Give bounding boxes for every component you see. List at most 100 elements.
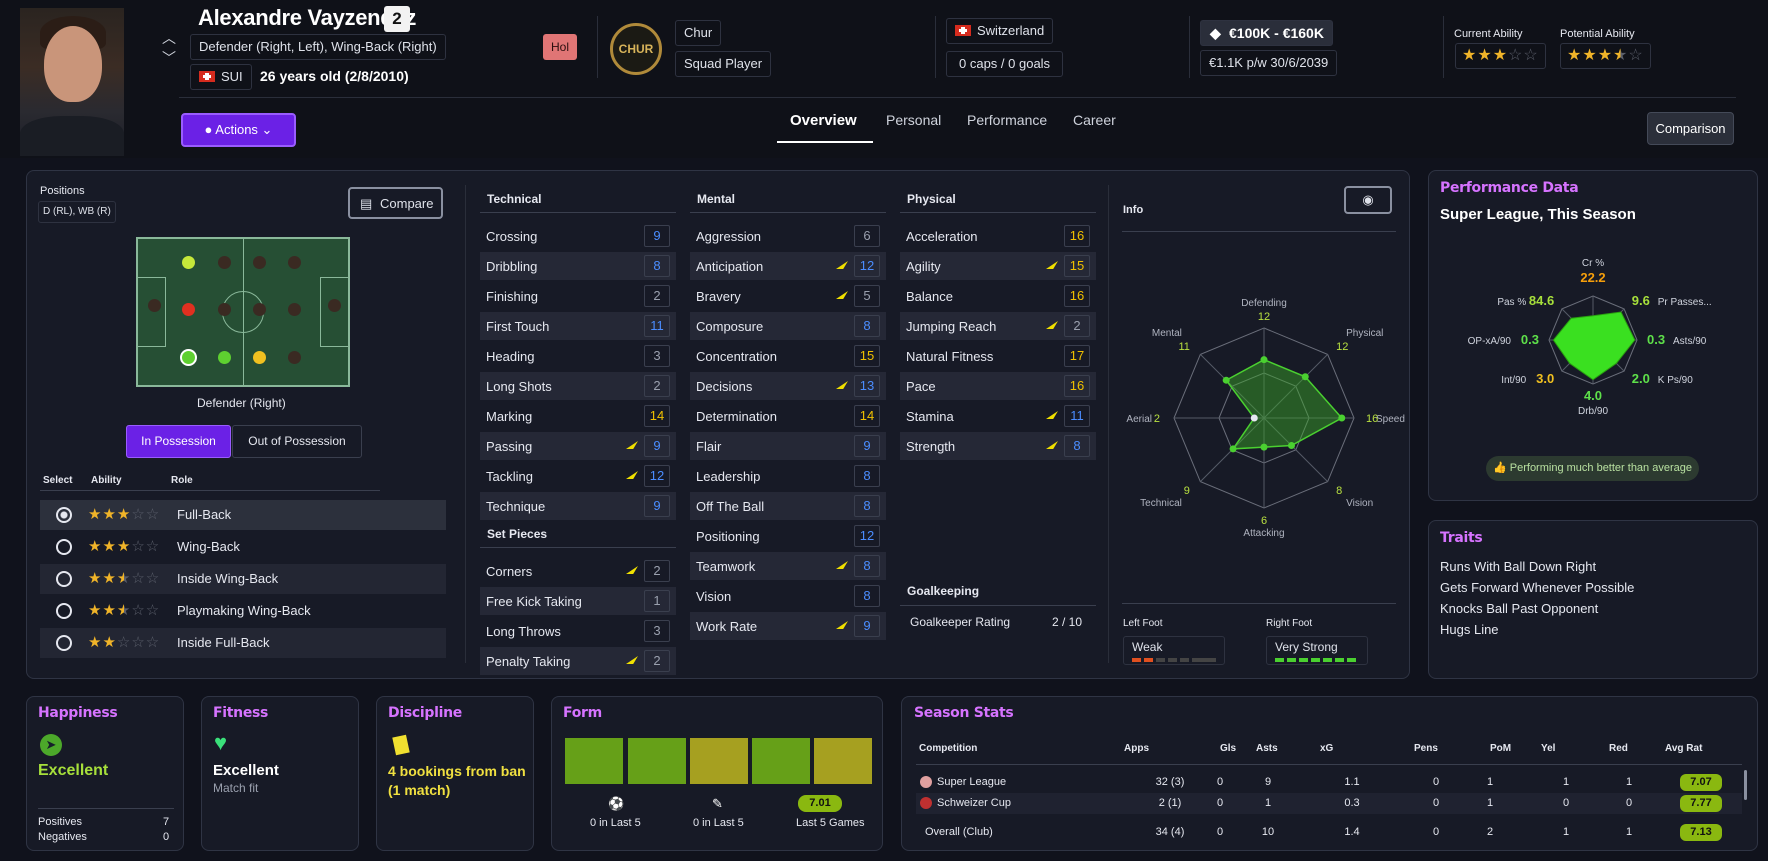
season-row[interactable] <box>916 793 1742 814</box>
club-badge[interactable]: CHUR <box>610 23 662 75</box>
attribute-row[interactable]: Decisions 13 <box>690 372 886 400</box>
attribute-row[interactable]: First Touch 11 <box>480 312 676 340</box>
attribute-row[interactable]: Tackling 12 <box>480 462 676 490</box>
attribute-row[interactable]: Marking 14 <box>480 402 676 430</box>
role-row[interactable]: ★★☆☆☆ Inside Full-Back <box>40 628 446 658</box>
season-col-header[interactable]: Red <box>1609 743 1628 754</box>
attribute-row[interactable]: Penalty Taking 2 <box>480 647 676 675</box>
season-col-header[interactable]: Pens <box>1414 743 1438 754</box>
attribute-row[interactable]: Jumping Reach 2 <box>900 312 1096 340</box>
attribute-row[interactable]: Agility 15 <box>900 252 1096 280</box>
attribute-name: Stamina <box>906 409 954 424</box>
attribute-row[interactable]: Heading 3 <box>480 342 676 370</box>
form-match[interactable] <box>628 738 686 784</box>
attribute-row[interactable]: Teamwork 8 <box>690 552 886 580</box>
perf-stat-label: Pr Passes... <box>1658 297 1712 308</box>
attribute-row[interactable]: Technique 9 <box>480 492 676 520</box>
nationality-box[interactable]: SUI <box>190 64 252 90</box>
role-radio[interactable] <box>56 539 72 555</box>
actions-button[interactable]: ● Actions ⌄ <box>181 113 296 147</box>
player-header: ︿ ﹀ Alexandre Vayzendaz 2 Defender (Righ… <box>0 0 1768 158</box>
season-col-header[interactable]: Apps <box>1124 743 1149 754</box>
role-row[interactable]: ★★★☆☆ Playmaking Wing-Back <box>40 596 446 626</box>
attribute-row[interactable]: Positioning 12 <box>690 522 886 550</box>
trend-arrow-icon <box>1046 321 1058 329</box>
attribute-row[interactable]: Vision 8 <box>690 582 886 610</box>
attribute-row[interactable]: Passing 9 <box>480 432 676 460</box>
pitch-view-button[interactable]: ◉ <box>1344 186 1392 214</box>
attribute-row[interactable]: Concentration 15 <box>690 342 886 370</box>
attribute-row[interactable]: Off The Ball 8 <box>690 492 886 520</box>
trend-arrow-icon <box>626 566 638 574</box>
attribute-name: Determination <box>696 409 777 424</box>
radar-point <box>1250 414 1258 422</box>
attribute-row[interactable]: Dribbling 8 <box>480 252 676 280</box>
season-col-header[interactable]: xG <box>1320 743 1334 754</box>
season-col-header[interactable]: Avg Rat <box>1665 743 1703 754</box>
attribute-row[interactable]: Corners 2 <box>480 557 676 585</box>
right-foot-box: Very Strong <box>1266 636 1368 665</box>
role-radio[interactable] <box>56 603 72 619</box>
season-cell: 32 (3) <box>1155 776 1185 788</box>
attribute-row[interactable]: Flair 9 <box>690 432 886 460</box>
attribute-row[interactable]: Free Kick Taking 1 <box>480 587 676 615</box>
attribute-row[interactable]: Finishing 2 <box>480 282 676 310</box>
attribute-value: 9 <box>644 495 670 517</box>
chevron-down-icon[interactable]: ﹀ <box>162 50 176 66</box>
nation-box[interactable]: Switzerland <box>946 18 1054 44</box>
chevron-up-icon[interactable]: ︿ <box>162 30 176 46</box>
form-match[interactable] <box>690 738 748 784</box>
season-col-header[interactable]: Gls <box>1220 743 1237 754</box>
role-radio[interactable] <box>56 507 72 523</box>
season-col-header[interactable]: Competition <box>919 743 978 754</box>
comparison-button[interactable]: Comparison <box>1647 112 1734 145</box>
role-row[interactable]: ★★★☆☆ Inside Wing-Back <box>40 564 446 594</box>
form-match[interactable] <box>814 738 872 784</box>
last-5-games-label: Last 5 Games <box>796 817 865 829</box>
tab-performance[interactable]: Performance <box>967 112 1048 128</box>
tab-career[interactable]: Career <box>1073 112 1116 128</box>
attribute-value: 12 <box>854 255 880 277</box>
attribute-row[interactable]: Aggression 6 <box>690 222 886 250</box>
value-box[interactable]: ◆ €100K - €160K <box>1200 20 1333 46</box>
club-name[interactable]: Chur <box>675 20 722 46</box>
position-text: Defender (Right, Left), Wing-Back (Right… <box>190 34 446 60</box>
role-radio[interactable] <box>56 635 72 651</box>
tab-personal[interactable]: Personal <box>886 112 942 128</box>
form-match[interactable] <box>752 738 810 784</box>
perf-stat-label: Drb/90 <box>1578 406 1608 417</box>
tab-overview[interactable]: Overview <box>790 112 857 129</box>
attribute-row[interactable]: Balance 16 <box>900 282 1096 310</box>
attribute-row[interactable]: Bravery 5 <box>690 282 886 310</box>
attribute-row[interactable]: Natural Fitness 17 <box>900 342 1096 370</box>
attribute-row[interactable]: Anticipation 12 <box>690 252 886 280</box>
perf-stat-value: 2.0 <box>1632 371 1650 386</box>
attribute-row[interactable]: Long Shots 2 <box>480 372 676 400</box>
in-possession-tab[interactable]: In Possession <box>126 425 231 458</box>
season-cell: 1 <box>1625 826 1633 838</box>
attribute-row[interactable]: Determination 14 <box>690 402 886 430</box>
scrollbar[interactable] <box>1744 770 1747 800</box>
season-col-header[interactable]: PoM <box>1490 743 1512 754</box>
attribute-row[interactable]: Long Throws 3 <box>480 617 676 645</box>
attribute-row[interactable]: Pace 16 <box>900 372 1096 400</box>
attribute-row[interactable]: Stamina 11 <box>900 402 1096 430</box>
radar-point <box>1260 356 1268 364</box>
attribute-row[interactable]: Work Rate 9 <box>690 612 886 640</box>
role-row[interactable]: ★★★☆☆ Full-Back <box>40 500 446 530</box>
season-col-header[interactable]: Asts <box>1256 743 1278 754</box>
attribute-row[interactable]: Composure 8 <box>690 312 886 340</box>
attribute-row[interactable]: Crossing 9 <box>480 222 676 250</box>
role-row[interactable]: ★★★☆☆ Wing-Back <box>40 532 446 562</box>
form-match[interactable] <box>565 738 623 784</box>
attribute-row[interactable]: Strength 8 <box>900 432 1096 460</box>
out-of-possession-tab[interactable]: Out of Possession <box>232 425 362 458</box>
status-badge[interactable]: Hol <box>543 34 577 60</box>
attribute-row[interactable]: Leadership 8 <box>690 462 886 490</box>
attribute-row[interactable]: Acceleration 16 <box>900 222 1096 250</box>
season-col-header[interactable]: Yel <box>1541 743 1556 754</box>
role-radio[interactable] <box>56 571 72 587</box>
radar-value: 12 <box>1258 311 1270 323</box>
roles-header-role: Role <box>171 475 193 486</box>
compare-button[interactable]: ▤ Compare <box>348 187 444 219</box>
